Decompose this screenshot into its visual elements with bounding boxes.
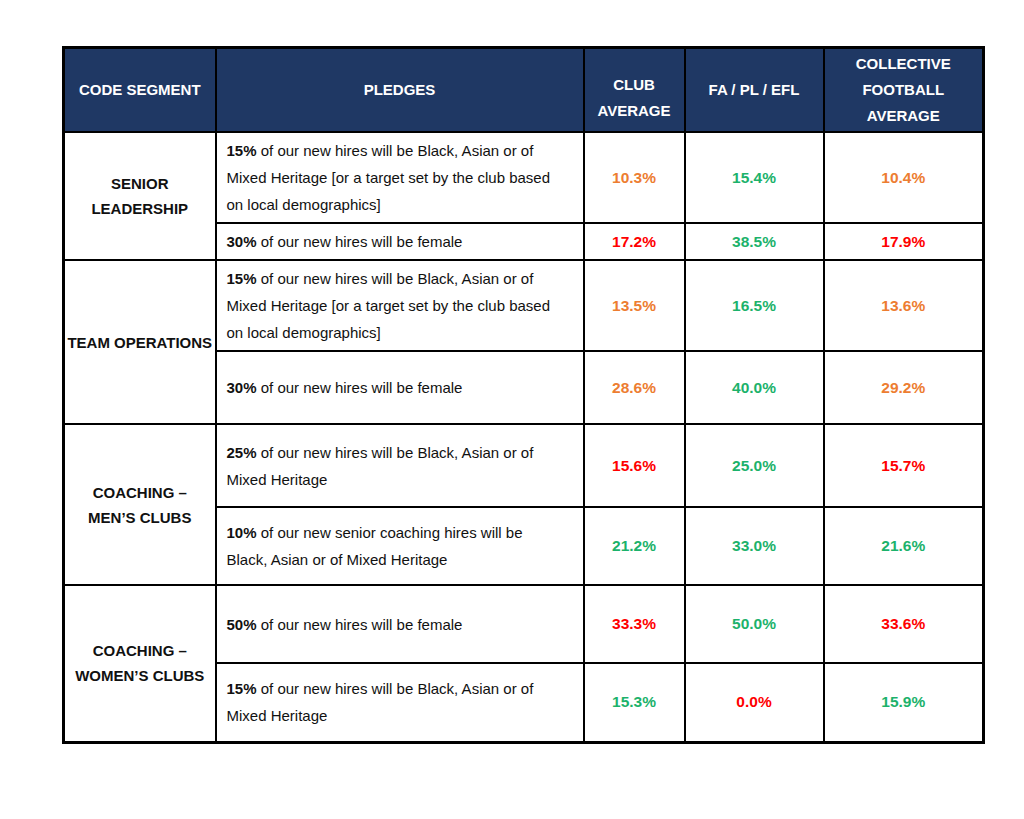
collective-football-average-value: 17.9% bbox=[824, 223, 984, 260]
club-average-value: 33.3% bbox=[584, 585, 685, 663]
pledge-text: 15% of our new hires will be Black, Asia… bbox=[216, 132, 584, 223]
report-page: CODE SEGMENTPLEDGESCLUB AVERAGEFA / PL /… bbox=[0, 0, 1024, 819]
column-header-code-segment: CODE SEGMENT bbox=[64, 48, 216, 133]
collective-football-average-value: 15.9% bbox=[824, 663, 984, 742]
pledge-target-percent: 15% bbox=[227, 270, 257, 287]
club-average-value: 10.3% bbox=[584, 132, 685, 223]
club-average-value: 21.2% bbox=[584, 507, 685, 585]
fa-pl-efl-value: 50.0% bbox=[685, 585, 824, 663]
collective-football-average-value: 15.7% bbox=[824, 424, 984, 507]
pledge-target-percent: 15% bbox=[227, 142, 257, 159]
segment-name: SENIORLEADERSHIP bbox=[64, 132, 216, 260]
table-body: SENIORLEADERSHIP15% of our new hires wil… bbox=[64, 132, 984, 742]
fa-pl-efl-value: 40.0% bbox=[685, 351, 824, 424]
club-average-value: 15.3% bbox=[584, 663, 685, 742]
pledge-target-percent: 25% bbox=[227, 444, 257, 461]
pledge-target-percent: 10% bbox=[227, 524, 257, 541]
pledge-text: 30% of our new hires will be female bbox=[216, 351, 584, 424]
diversity-code-results-table: CODE SEGMENTPLEDGESCLUB AVERAGEFA / PL /… bbox=[62, 46, 985, 744]
pledge-target-percent: 30% bbox=[227, 379, 257, 396]
collective-football-average-value: 10.4% bbox=[824, 132, 984, 223]
segment-name: COACHING –MEN’S CLUBS bbox=[64, 424, 216, 585]
pledge-target-percent: 30% bbox=[227, 233, 257, 250]
collective-football-average-value: 33.6% bbox=[824, 585, 984, 663]
pledge-text: 30% of our new hires will be female bbox=[216, 223, 584, 260]
fa-pl-efl-value: 15.4% bbox=[685, 132, 824, 223]
segment-name: TEAM OPERATIONS bbox=[64, 260, 216, 424]
column-header-pledges: PLEDGES bbox=[216, 48, 584, 133]
column-header-fa-pl-efl: FA / PL / EFL bbox=[685, 48, 824, 133]
fa-pl-efl-value: 0.0% bbox=[685, 663, 824, 742]
table-row: SENIORLEADERSHIP15% of our new hires wil… bbox=[64, 132, 984, 223]
club-average-value: 17.2% bbox=[584, 223, 685, 260]
pledge-text: 15% of our new hires will be Black, Asia… bbox=[216, 663, 584, 742]
pledge-text: 15% of our new hires will be Black, Asia… bbox=[216, 260, 584, 351]
club-average-value: 13.5% bbox=[584, 260, 685, 351]
column-header-club-average: CLUB AVERAGE bbox=[584, 48, 685, 133]
segment-name: COACHING –WOMEN’S CLUBS bbox=[64, 585, 216, 742]
table-header: CODE SEGMENTPLEDGESCLUB AVERAGEFA / PL /… bbox=[64, 48, 984, 133]
collective-football-average-value: 13.6% bbox=[824, 260, 984, 351]
fa-pl-efl-value: 25.0% bbox=[685, 424, 824, 507]
header-row: CODE SEGMENTPLEDGESCLUB AVERAGEFA / PL /… bbox=[64, 48, 984, 133]
table-row: COACHING –WOMEN’S CLUBS50% of our new hi… bbox=[64, 585, 984, 663]
pledge-target-percent: 50% bbox=[227, 616, 257, 633]
collective-football-average-value: 29.2% bbox=[824, 351, 984, 424]
club-average-value: 15.6% bbox=[584, 424, 685, 507]
fa-pl-efl-value: 16.5% bbox=[685, 260, 824, 351]
club-average-value: 28.6% bbox=[584, 351, 685, 424]
pledge-text: 25% of our new hires will be Black, Asia… bbox=[216, 424, 584, 507]
column-header-collective-football-average: COLLECTIVE FOOTBALL AVERAGE bbox=[824, 48, 984, 133]
collective-football-average-value: 21.6% bbox=[824, 507, 984, 585]
fa-pl-efl-value: 33.0% bbox=[685, 507, 824, 585]
pledge-text: 10% of our new senior coaching hires wil… bbox=[216, 507, 584, 585]
table-row: COACHING –MEN’S CLUBS25% of our new hire… bbox=[64, 424, 984, 507]
pledge-text: 50% of our new hires will be female bbox=[216, 585, 584, 663]
table-row: TEAM OPERATIONS15% of our new hires will… bbox=[64, 260, 984, 351]
pledge-target-percent: 15% bbox=[227, 680, 257, 697]
fa-pl-efl-value: 38.5% bbox=[685, 223, 824, 260]
